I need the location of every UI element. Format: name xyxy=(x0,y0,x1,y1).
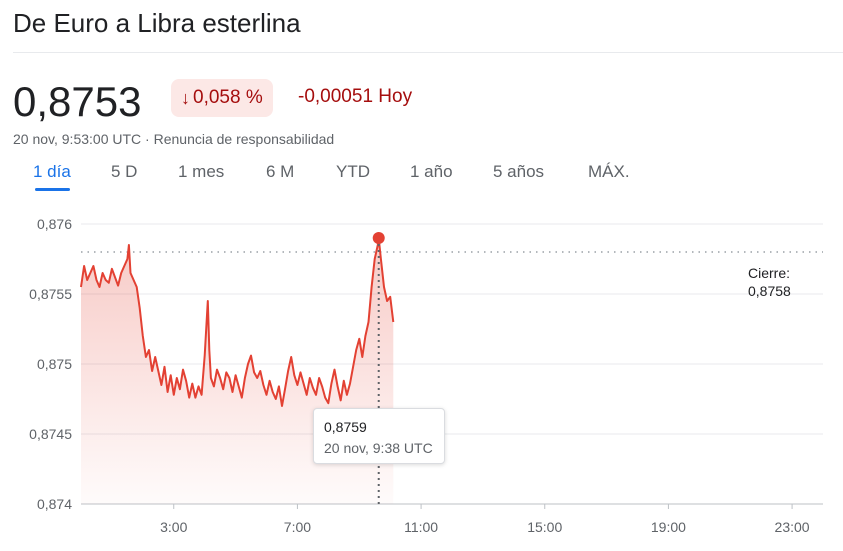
y-tick-label: 0,874 xyxy=(37,496,72,512)
x-tick-label: 3:00 xyxy=(160,519,187,535)
active-tab-indicator xyxy=(35,188,70,191)
tab-5-d[interactable]: 5 D xyxy=(111,162,138,181)
y-tick-label: 0,8745 xyxy=(29,426,72,442)
tab-1-mes[interactable]: 1 mes xyxy=(178,162,225,181)
tooltip-time: 20 nov, 9:38 UTC xyxy=(324,440,433,456)
separator-dot: · xyxy=(145,131,150,147)
x-tick-label: 15:00 xyxy=(527,519,562,535)
tab-ytd[interactable]: YTD xyxy=(336,162,370,181)
x-tick-label: 11:00 xyxy=(404,519,438,535)
tab-6-m[interactable]: 6 M xyxy=(266,162,295,181)
page-title: De Euro a Libra esterlina xyxy=(13,8,301,38)
tab-1-dia[interactable]: 1 día xyxy=(33,162,71,181)
previous-close-value: 0,8758 xyxy=(748,283,791,299)
timestamp: 20 nov, 9:53:00 UTC xyxy=(13,131,142,147)
previous-close-title: Cierre: xyxy=(748,265,791,281)
tooltip-value: 0,8759 xyxy=(324,419,367,435)
current-price: 0,8753 xyxy=(13,78,142,125)
tab-max[interactable]: MÁX. xyxy=(588,162,630,181)
disclaimer-link[interactable]: Renuncia de responsabilidad xyxy=(153,131,335,147)
change-percent-value: 0,058 % xyxy=(193,87,263,108)
arrow-down-icon: ↓ xyxy=(181,87,190,108)
timestamp-line: 20 nov, 9:53:00 UTC · Renuncia de respon… xyxy=(13,131,334,147)
tab-5-anos[interactable]: 5 años xyxy=(493,162,545,181)
change-percent-badge: ↓ 0,058 % xyxy=(171,79,273,117)
x-tick-label: 7:00 xyxy=(284,519,311,535)
y-axis-labels: 0,876 0,8755 0,875 0,8745 0,874 xyxy=(29,216,72,512)
header-divider xyxy=(13,52,843,53)
previous-close-label: Cierre: 0,8758 xyxy=(748,264,791,300)
x-tick-label: 23:00 xyxy=(775,519,810,535)
price-chart[interactable]: 0,876 0,8755 0,875 0,8745 0,874 3:00 7:00 11:0… xyxy=(0,200,843,551)
tab-1-ano[interactable]: 1 año xyxy=(410,162,453,181)
series-area xyxy=(81,238,394,504)
hover-tooltip: 0,8759 20 nov, 9:38 UTC xyxy=(313,408,445,464)
hover-point xyxy=(372,232,385,244)
series-line xyxy=(80,237,395,407)
y-tick-label: 0,8755 xyxy=(29,286,72,302)
range-tabs: 1 día 5 D 1 mes 6 M YTD 1 año 5 años MÁX… xyxy=(0,162,660,192)
change-absolute: -0,00051 Hoy xyxy=(298,86,413,107)
y-tick-label: 0,876 xyxy=(37,216,72,232)
y-tick-label: 0,875 xyxy=(37,356,72,372)
x-tick-label: 19:00 xyxy=(651,519,686,535)
x-axis-labels: 3:00 7:00 11:00 15:00 19:00 23:00 xyxy=(160,504,810,535)
